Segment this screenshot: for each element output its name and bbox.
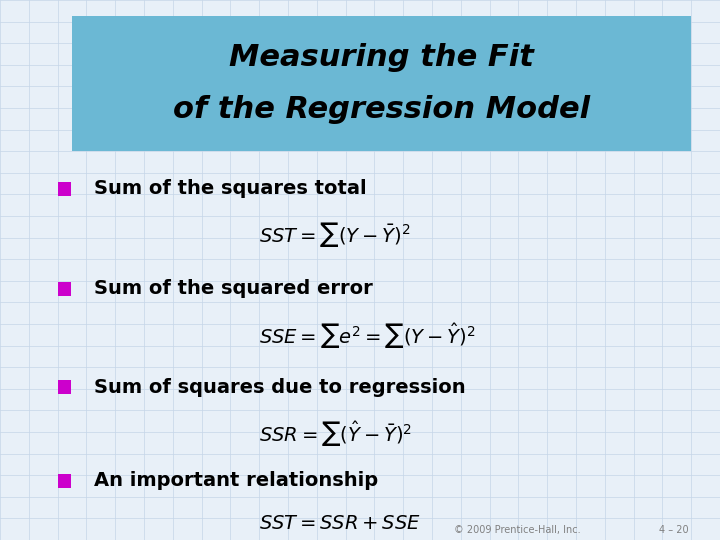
- Text: Sum of the squares total: Sum of the squares total: [94, 179, 366, 199]
- FancyBboxPatch shape: [58, 474, 71, 488]
- Text: Measuring the Fit: Measuring the Fit: [229, 43, 534, 72]
- Text: $SSE = \sum e^2 = \sum(Y - \hat{Y})^2$: $SSE = \sum e^2 = \sum(Y - \hat{Y})^2$: [259, 321, 476, 351]
- Text: Sum of squares due to regression: Sum of squares due to regression: [94, 377, 465, 397]
- Text: 4 – 20: 4 – 20: [659, 524, 688, 535]
- Text: Sum of the squared error: Sum of the squared error: [94, 279, 372, 299]
- FancyBboxPatch shape: [72, 16, 691, 151]
- Text: An important relationship: An important relationship: [94, 471, 378, 490]
- FancyBboxPatch shape: [58, 380, 71, 394]
- Text: $SST = SSR + SSE$: $SST = SSR + SSE$: [259, 514, 421, 534]
- FancyBboxPatch shape: [58, 182, 71, 196]
- Text: © 2009 Prentice-Hall, Inc.: © 2009 Prentice-Hall, Inc.: [454, 524, 580, 535]
- Text: $SST = \sum(Y - \bar{Y})^2$: $SST = \sum(Y - \bar{Y})^2$: [259, 220, 411, 249]
- Text: $SSR = \sum(\hat{Y} - \bar{Y})^2$: $SSR = \sum(\hat{Y} - \bar{Y})^2$: [259, 419, 413, 449]
- Text: of the Regression Model: of the Regression Model: [173, 95, 590, 124]
- FancyBboxPatch shape: [58, 282, 71, 296]
